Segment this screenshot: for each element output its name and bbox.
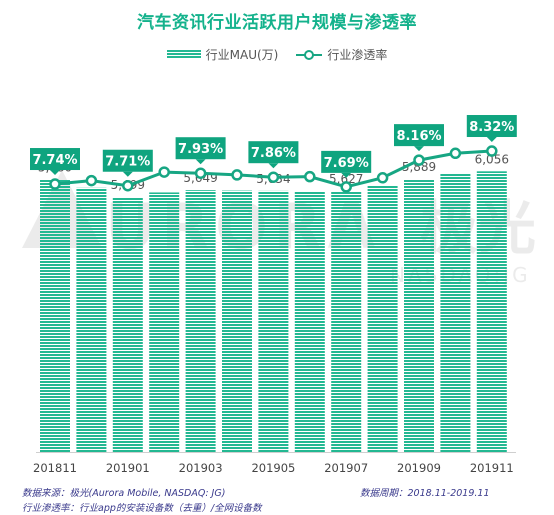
line-value-label: 7.71%	[105, 155, 150, 170]
line-label-box	[394, 124, 444, 147]
source-note: 数据来源：极光(Aurora Mobile, NASDAQ: JG)	[22, 488, 226, 499]
line-label-box	[102, 149, 153, 172]
line-value-label: 7.69%	[324, 156, 369, 171]
line-label-box	[175, 137, 226, 160]
legend-item-mau: 行业MAU(万)	[166, 46, 279, 63]
bar-value-label: 6,056	[475, 152, 509, 166]
chart-title: 汽车资讯行业活跃用户规模与渗透率	[137, 13, 417, 33]
line-point-201909	[413, 154, 425, 166]
line-point-201903	[194, 167, 207, 179]
line-point-201908	[376, 172, 389, 184]
period-note: 数据周期：2018.11-2019.11	[360, 488, 490, 499]
bar-value-label: 5,627	[329, 172, 363, 186]
x-tick-label: 201903	[179, 461, 223, 475]
line-label-pointer	[268, 163, 279, 169]
line-label-box	[321, 150, 372, 173]
line-label-pointer	[414, 146, 424, 152]
line-point-201904	[231, 169, 243, 181]
legend-line-swatch	[296, 49, 323, 60]
x-tick-label: 201811	[33, 461, 77, 475]
bar-201909	[404, 179, 434, 452]
bar-201811	[40, 179, 70, 452]
bar-201910	[440, 173, 471, 452]
line-point-201905	[267, 171, 280, 183]
line-value-label: 7.93%	[178, 142, 223, 157]
x-tick-label: 201911	[470, 461, 514, 475]
bar-201812	[76, 187, 107, 453]
legend-mau-label: 行业MAU(万)	[205, 48, 279, 62]
line-label-box	[30, 148, 80, 171]
bar-201904	[222, 190, 252, 453]
bar-201906	[294, 191, 325, 453]
bar-201907	[331, 191, 362, 453]
line-value-label: 8.32%	[469, 120, 514, 135]
penetration-definition: 行业渗透率：行业app的安装设备数（去重）/全网设备数	[22, 503, 262, 514]
x-tick-label: 201901	[106, 461, 150, 475]
line-point-201901	[122, 179, 134, 192]
bar-201905	[258, 190, 289, 452]
line-point-201812	[85, 174, 98, 187]
bar-201911	[476, 171, 507, 452]
legend: 行业MAU(万) 行业渗透率	[0, 46, 554, 63]
line-label-pointer	[122, 171, 133, 177]
line-point-201902	[158, 166, 170, 178]
x-tick-label: 201909	[397, 461, 441, 475]
line-point-201906	[304, 170, 316, 183]
line-label-pointer	[195, 159, 206, 165]
bar-201901	[112, 197, 143, 452]
line-label-pointer	[50, 170, 60, 176]
line-label-box	[466, 115, 517, 138]
bar-201903	[185, 190, 216, 452]
line-point-201811	[49, 178, 61, 190]
line-label-pointer	[341, 172, 352, 178]
legend-penetration-label: 行业渗透率	[327, 48, 388, 62]
x-tick-label: 201905	[251, 461, 295, 475]
line-value-label: 8.16%	[396, 129, 441, 144]
line-label-pointer	[486, 137, 497, 143]
legend-bar-swatch	[166, 50, 201, 59]
line-point-201907	[340, 181, 352, 193]
line-point-201910	[449, 147, 462, 160]
bar-201902	[149, 192, 180, 452]
legend-item-penetration: 行业渗透率	[296, 46, 387, 63]
line-point-201911	[486, 145, 498, 157]
line-label-box	[248, 141, 299, 164]
line-value-label: 7.86%	[251, 146, 296, 161]
x-tick-label: 201907	[324, 461, 368, 475]
line-value-label: 7.74%	[32, 153, 77, 168]
bar-201908	[367, 185, 398, 452]
